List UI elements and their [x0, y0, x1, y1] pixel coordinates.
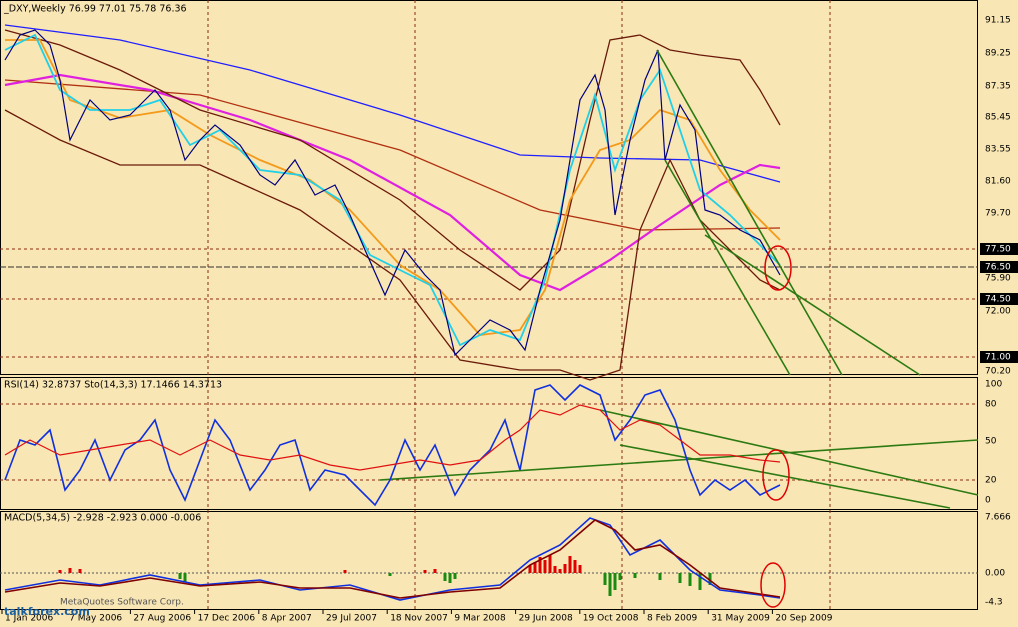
macd-axis: 7.666 0.00 -4.3	[985, 513, 1011, 608]
price-label: 87.35	[985, 82, 1011, 92]
macd-positive-bars	[58, 555, 582, 573]
price-label: 79.70	[985, 209, 1011, 219]
macd-level: 7.666	[985, 513, 1011, 523]
date-label: 1 Jan 2006	[5, 614, 53, 624]
date-label: 19 Oct 2008	[583, 614, 639, 624]
rsi-level: 80	[985, 400, 997, 410]
rsi-level: 50	[985, 437, 997, 447]
main-header: _DXY,Weekly 76.99 77.01 75.78 76.36	[3, 4, 187, 15]
trend-lines	[379, 49, 979, 509]
level-box	[980, 351, 1018, 363]
rsi-level: 20	[985, 476, 997, 486]
price-label: 71.00	[985, 353, 1011, 363]
macd-negative-bars	[178, 573, 712, 596]
date-label: 17 Dec 2006	[198, 614, 256, 624]
date-label: 9 Mar 2008	[454, 614, 506, 624]
date-axis: 1 Jan 2006 7 May 2006 27 Aug 2006 17 Dec 20…	[1, 610, 833, 624]
price-label: 81.60	[985, 177, 1011, 187]
price-label: 76.50	[985, 263, 1011, 273]
date-label: 7 May 2006	[69, 614, 122, 624]
price-label: 85.45	[985, 113, 1011, 123]
macd-header: MACD(5,34,5) -2.928 -2.923 0.000 -0.006	[4, 513, 201, 524]
date-label: 20 Sep 2009	[775, 614, 832, 624]
rsi-axis: 100 80 50 20 0	[985, 380, 1002, 506]
indicators	[4, 24, 781, 381]
level-box	[980, 261, 1018, 273]
macd-level: -4.3	[985, 598, 1003, 608]
price-label: 70.20	[985, 367, 1011, 377]
price-label: 89.25	[985, 49, 1011, 59]
macd-lines	[4, 517, 781, 601]
date-label: 29 Jun 2008	[519, 614, 573, 624]
price-label: 72.00	[985, 307, 1011, 317]
rsi-level: 100	[985, 380, 1002, 390]
date-label: 8 Feb 2009	[647, 614, 698, 624]
date-label: 29 Jul 2007	[326, 614, 377, 624]
copyright: MetaQuotes Software Corp.	[60, 598, 184, 608]
date-label: 8 Apr 2007	[262, 614, 312, 624]
date-label: 27 Aug 2006	[133, 614, 191, 624]
site-watermark: talkforex.com	[4, 605, 90, 618]
macd-level: 0.00	[985, 569, 1005, 579]
rsi-level: 0	[985, 496, 991, 506]
panel-frames	[0, 0, 978, 610]
price-label: 83.55	[985, 145, 1011, 155]
date-label: 31 May 2009	[711, 614, 770, 624]
price-axis: 91.15 89.25 87.35 85.45 83.55 81.60 79.7…	[980, 16, 1018, 377]
oscillators	[4, 384, 781, 507]
date-label: 18 Nov 2007	[390, 614, 448, 624]
level-box	[980, 243, 1018, 255]
price-label: 91.15	[985, 16, 1011, 26]
price-label: 74.50	[985, 295, 1011, 305]
price-label: 77.50	[985, 245, 1011, 255]
level-box	[980, 293, 1018, 305]
price-label: 75.90	[985, 274, 1011, 284]
highlight-circles	[760, 245, 792, 608]
rsi-header: RSI(14) 32.8737 Sto(14,3,3) 17.1466 14.3…	[4, 380, 222, 391]
